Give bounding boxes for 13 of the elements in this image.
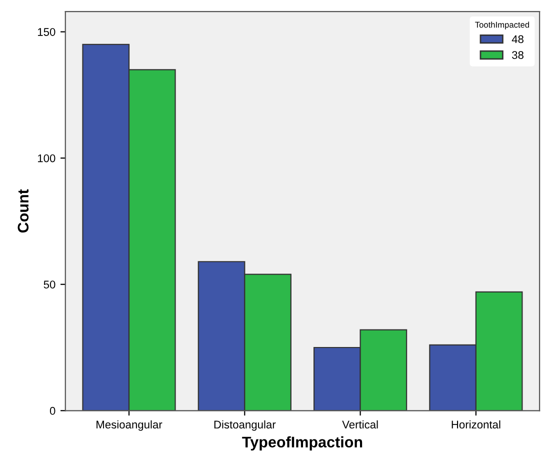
x-tick-label: Horizontal xyxy=(452,420,500,429)
x-tick-label: Distoangular xyxy=(214,420,276,431)
y-tick-label: 150 xyxy=(38,28,56,36)
y-tick-label: 0 xyxy=(50,406,56,415)
x-tick-label: Mesioangular xyxy=(96,420,162,431)
y-tick-label: 50 xyxy=(44,280,56,288)
legend-title: ToothImpacted xyxy=(475,22,530,30)
y-tick-label: 100 xyxy=(38,154,56,162)
legend-label: 48 xyxy=(512,35,524,44)
y-axis-title: Count xyxy=(18,189,29,233)
legend-label: 38 xyxy=(512,51,524,59)
x-axis-title: TypeofImpaction xyxy=(242,436,362,451)
x-tick-label: Vertical xyxy=(342,420,378,429)
